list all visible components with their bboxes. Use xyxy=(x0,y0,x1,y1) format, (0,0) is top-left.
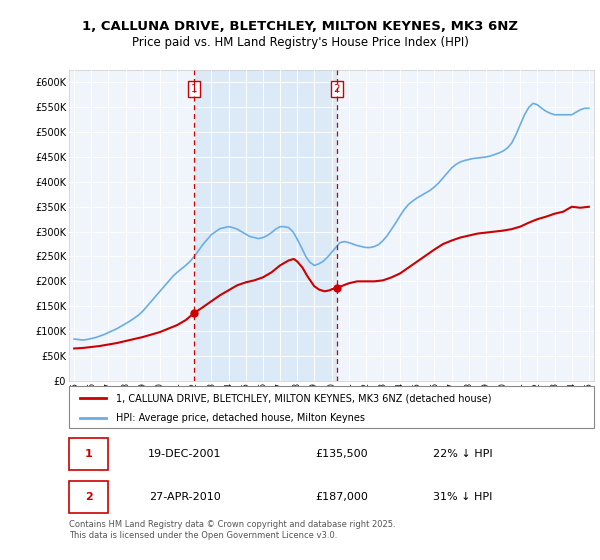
Text: 22% ↓ HPI: 22% ↓ HPI xyxy=(433,449,493,459)
Text: 1: 1 xyxy=(190,84,197,94)
Point xyxy=(102,414,109,421)
Text: 2: 2 xyxy=(85,492,92,502)
Point xyxy=(102,395,109,402)
Text: 31% ↓ HPI: 31% ↓ HPI xyxy=(433,492,493,502)
Text: 1, CALLUNA DRIVE, BLETCHLEY, MILTON KEYNES, MK3 6NZ: 1, CALLUNA DRIVE, BLETCHLEY, MILTON KEYN… xyxy=(82,20,518,32)
FancyBboxPatch shape xyxy=(69,438,109,470)
Text: £187,000: £187,000 xyxy=(316,492,368,502)
Text: 27-APR-2010: 27-APR-2010 xyxy=(149,492,220,502)
Text: 2: 2 xyxy=(334,84,340,94)
Text: HPI: Average price, detached house, Milton Keynes: HPI: Average price, detached house, Milt… xyxy=(116,413,365,423)
Point xyxy=(76,395,83,402)
Point xyxy=(76,414,83,421)
Text: Contains HM Land Registry data © Crown copyright and database right 2025.
This d: Contains HM Land Registry data © Crown c… xyxy=(69,520,395,540)
Text: £135,500: £135,500 xyxy=(316,449,368,459)
Text: 1: 1 xyxy=(85,449,92,459)
Text: 19-DEC-2001: 19-DEC-2001 xyxy=(148,449,221,459)
FancyBboxPatch shape xyxy=(69,481,109,514)
Text: Price paid vs. HM Land Registry's House Price Index (HPI): Price paid vs. HM Land Registry's House … xyxy=(131,36,469,49)
Text: 1, CALLUNA DRIVE, BLETCHLEY, MILTON KEYNES, MK3 6NZ (detached house): 1, CALLUNA DRIVE, BLETCHLEY, MILTON KEYN… xyxy=(116,393,492,403)
FancyBboxPatch shape xyxy=(69,386,594,428)
Bar xyxy=(194,70,337,381)
